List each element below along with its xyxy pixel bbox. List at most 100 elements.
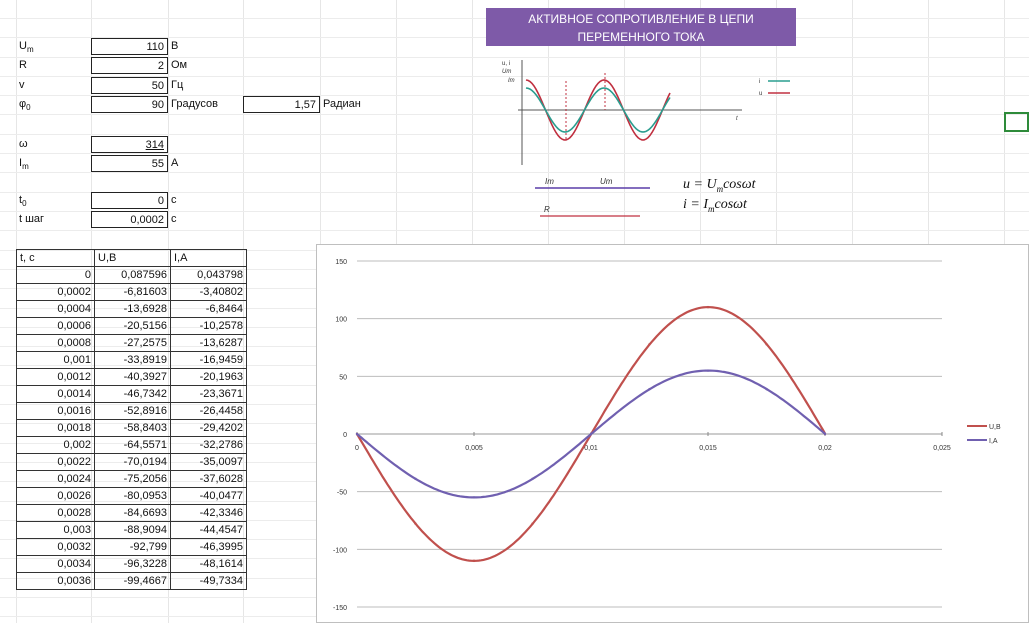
table-row: 0,0028 -84,6693 -42,3346 [16,504,247,522]
table-cell[interactable]: -10,2578 [170,317,247,335]
param-um-value[interactable]: 110 [91,38,168,55]
table-row: 0,0032 -92,799 -46,3995 [16,538,247,556]
table-cell[interactable]: -46,7342 [94,385,171,403]
param-r-value[interactable]: 2 [91,57,168,74]
table-cell[interactable]: -29,4202 [170,419,247,437]
table-cell[interactable]: -35,0097 [170,453,247,471]
table-cell[interactable]: -6,81603 [94,283,171,301]
table-cell[interactable]: 0,0032 [16,538,95,556]
table-cell[interactable]: 0,003 [16,521,95,539]
table-cell[interactable]: -49,7334 [170,572,247,590]
table-cell[interactable]: -52,8916 [94,402,171,420]
chart-x-tick-label: 0,02 [818,445,832,452]
param-phi-value[interactable]: 90 [91,96,168,113]
table-cell[interactable]: 0,0018 [16,419,95,437]
chart-y-tick-label: -100 [333,547,347,554]
table-row: 0,0022 -70,0194 -35,0097 [16,453,247,471]
table-cell[interactable]: -16,9459 [170,351,247,369]
chart-y-tick-label: 0 [343,432,347,439]
table-row: 0,0012 -40,3927 -20,1963 [16,368,247,386]
param-omega-value[interactable]: 314 [91,136,168,153]
table-cell[interactable]: 0,0002 [16,283,95,301]
table-header-cell[interactable]: I,A [170,249,247,267]
table-cell[interactable]: 0,0036 [16,572,95,590]
table-cell[interactable]: -33,8919 [94,351,171,369]
table-cell[interactable]: -32,2786 [170,436,247,454]
chart-point-i [414,477,417,481]
table-cell[interactable]: 0,0012 [16,368,95,386]
title-line-2: ПЕРЕМЕННОГО ТОКА [577,30,705,44]
table-cell[interactable]: 0,043798 [170,266,247,284]
table-row: 0,0018 -58,8403 -29,4202 [16,419,247,437]
table-cell[interactable]: -13,6287 [170,334,247,352]
chart-y-tick-label: -150 [333,605,347,612]
table-cell[interactable]: -13,6928 [94,300,171,318]
table-cell[interactable]: -27,2575 [94,334,171,352]
table-cell[interactable]: -70,0194 [94,453,171,471]
table-cell[interactable]: -46,3995 [170,538,247,556]
table-cell[interactable]: -96,3228 [94,555,171,573]
table-cell[interactable]: 0,001 [16,351,95,369]
param-im-unit: А [171,157,179,169]
table-row: 0,0014 -46,7342 -23,3671 [16,385,247,403]
chart-point-i [648,387,651,391]
table-row: 0,003 -88,9094 -44,4547 [16,521,247,539]
selected-cell[interactable] [1004,112,1029,132]
table-cell[interactable]: -20,1963 [170,368,247,386]
table-cell[interactable]: -42,3346 [170,504,247,522]
chart-x-tick-label: 0,025 [933,445,951,452]
chart[interactable]: 150 100 50 0 -50 -100 -150 0 0,005 0,01 0,015 0,02 0… [316,244,1029,623]
table-cell[interactable]: 0,0034 [16,555,95,573]
table-cell[interactable]: -92,799 [94,538,171,556]
chart-x-tick-label: 0,015 [699,445,717,452]
table-cell[interactable]: 0,0014 [16,385,95,403]
chart-x-tick-label: 0,005 [465,445,483,452]
param-um-label: Um [19,40,34,55]
table-cell[interactable]: -40,0477 [170,487,247,505]
table-cell[interactable]: 0,002 [16,436,95,454]
table-cell[interactable]: -20,5156 [94,317,171,335]
table-cell[interactable]: 0,0026 [16,487,95,505]
table-cell[interactable]: -44,4547 [170,521,247,539]
table-header-cell[interactable]: U,B [94,249,171,267]
chart-point-i [531,477,534,481]
param-t0-label: t0 [19,194,27,209]
table-header-cell[interactable]: t, c [16,249,95,267]
table-cell[interactable]: 0,0028 [16,504,95,522]
table-cell[interactable]: -48,1614 [170,555,247,573]
param-v-value[interactable]: 50 [91,77,168,94]
chart-point-u [414,522,417,525]
table-cell[interactable]: 0,0006 [16,317,95,335]
table-row: 0,0008 -27,2575 -13,6287 [16,334,247,352]
table-cell[interactable]: -40,3927 [94,368,171,386]
table-cell[interactable]: -3,40802 [170,283,247,301]
param-rad-value[interactable]: 1,57 [243,96,320,113]
chart-legend-label: I,A [989,438,998,445]
table-cell[interactable]: -99,4667 [94,572,171,590]
table-cell[interactable]: 0,087596 [94,266,171,284]
table-cell[interactable]: 0,0022 [16,453,95,471]
table-cell[interactable]: 0,0004 [16,300,95,318]
table-cell[interactable]: 0,0024 [16,470,95,488]
table-cell[interactable]: -23,3671 [170,385,247,403]
table-cell[interactable]: 0 [16,266,95,284]
table-row: 0,002 -64,5571 -32,2786 [16,436,247,454]
table-cell[interactable]: 0,0008 [16,334,95,352]
table-cell[interactable]: -80,0953 [94,487,171,505]
schema-vector-label: Um [600,177,613,186]
param-r-label: R [19,59,27,71]
table-cell[interactable]: 0,0016 [16,402,95,420]
schema-legend-i: i [759,79,760,85]
table-cell[interactable]: -37,6028 [170,470,247,488]
table-cell[interactable]: -58,8403 [94,419,171,437]
chart-point-i [706,369,710,372]
param-tstep-value[interactable]: 0,0002 [91,211,168,228]
table-cell[interactable]: -64,5571 [94,436,171,454]
table-cell[interactable]: -88,9094 [94,521,171,539]
param-im-value[interactable]: 55 [91,155,168,172]
table-cell[interactable]: -26,4458 [170,402,247,420]
table-cell[interactable]: -6,8464 [170,300,247,318]
param-t0-value[interactable]: 0 [91,192,168,209]
table-cell[interactable]: -84,6693 [94,504,171,522]
table-cell[interactable]: -75,2056 [94,470,171,488]
